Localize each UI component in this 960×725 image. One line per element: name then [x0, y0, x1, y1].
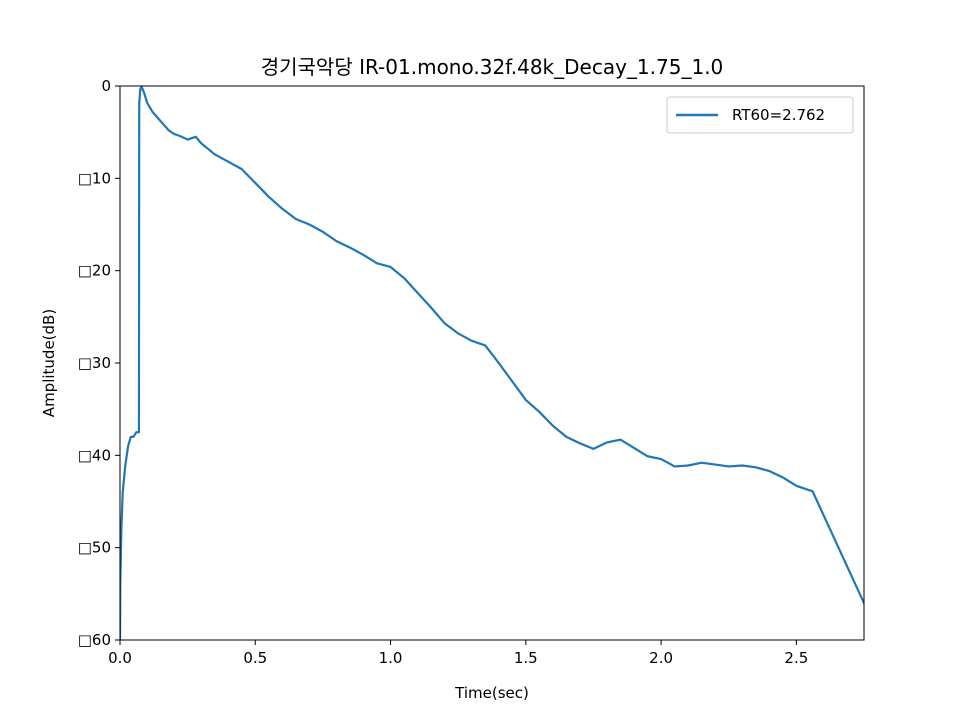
x-tick-label: 1.5: [514, 649, 538, 667]
y-axis-label: Amplitude(dB): [40, 309, 58, 417]
y-tick-label: □10: [78, 169, 111, 187]
x-axis: 0.0 0.5 1.0 1.5 2.0 2.5: [108, 640, 808, 667]
y-tick-label: □60: [78, 631, 111, 649]
x-axis-label: Time(sec): [454, 684, 529, 702]
x-tick-label: 0.5: [243, 649, 267, 667]
y-tick-label: 0: [101, 77, 111, 95]
x-tick-label: 2.5: [784, 649, 808, 667]
x-tick-label: 1.0: [379, 649, 403, 667]
legend-box: [666, 96, 854, 134]
legend: RT60=2.762: [666, 96, 854, 134]
y-tick-label: □20: [78, 262, 111, 280]
y-tick-label: □30: [78, 354, 111, 372]
series-layer: [120, 86, 864, 640]
chart-title: 경기국악당 IR-01.mono.32f.48k_Decay_1.75_1.0: [261, 55, 724, 79]
series-line-0: [120, 86, 864, 640]
legend-label: RT60=2.762: [732, 106, 825, 124]
x-tick-label: 0.0: [108, 649, 132, 667]
y-axis: 0 □10 □20 □30 □40 □50 □60: [78, 77, 120, 649]
x-tick-label: 2.0: [649, 649, 673, 667]
y-tick-label: □40: [78, 446, 111, 464]
y-tick-label: □50: [78, 539, 111, 557]
